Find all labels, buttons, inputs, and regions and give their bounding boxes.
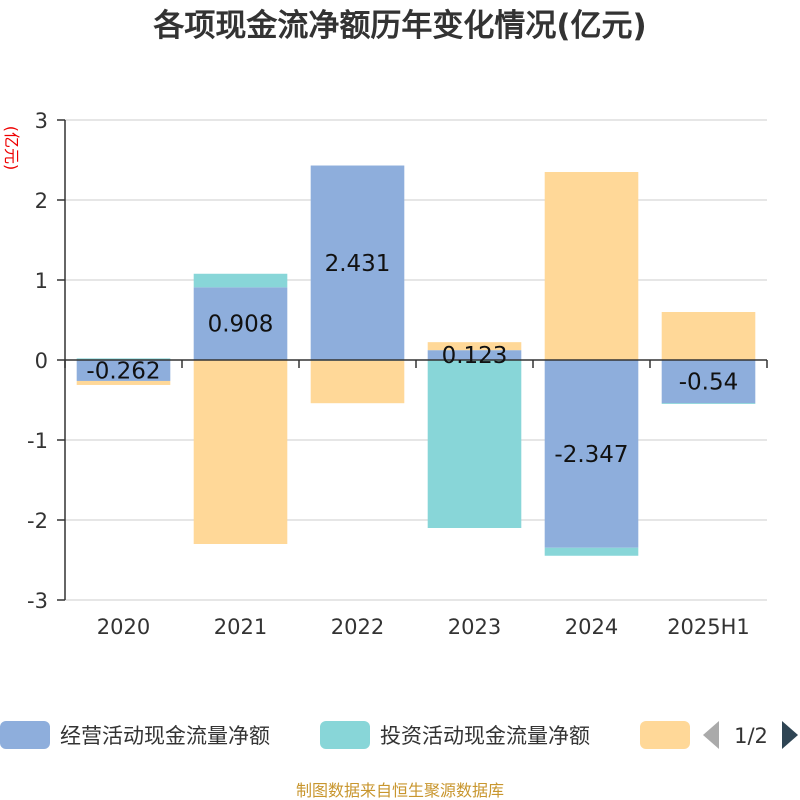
- y-tick-label: 1: [35, 269, 48, 293]
- bar-2025H1-series-3: [661, 312, 756, 360]
- legend-next-icon[interactable]: [782, 721, 798, 749]
- bar-2020-series-1: [76, 360, 171, 381]
- data-labels: -0.262 0.908 2.431 0.123 -2.347 -0.54: [86, 251, 738, 468]
- data-label-2024: -2.347: [554, 442, 628, 468]
- bar-2020-series-2: [76, 358, 171, 360]
- bar-2025H1-series-1: [661, 360, 756, 404]
- x-tick-label: 2021: [214, 615, 267, 639]
- axes: -3 -2 -1 0 1 2 3 2020 2021 2022 2023 2024 2025H1: [27, 109, 768, 639]
- legend-page-indicator: 1/2: [734, 724, 768, 748]
- y-tick-label: 3: [35, 109, 48, 133]
- grid: [65, 119, 767, 601]
- bar-2024-series-3: [544, 172, 639, 360]
- bar-2021-series-1: [193, 287, 288, 360]
- bar-2021-series-2: [193, 273, 288, 288]
- data-label-2025H1: -0.54: [679, 370, 739, 396]
- legend-swatch-3[interactable]: [640, 721, 690, 749]
- bar-2022-series-1: [310, 165, 405, 360]
- data-label-2020: -0.262: [86, 358, 160, 384]
- bar-2023-series-2: [427, 360, 522, 528]
- bar-2024-series-2: [544, 547, 639, 556]
- legend-label-2[interactable]: 投资活动现金流量净额: [380, 724, 590, 748]
- x-tick-label: 2020: [97, 615, 150, 639]
- source-note: 制图数据来自恒生聚源数据库: [296, 781, 504, 800]
- bar-2022-series-3: [310, 360, 405, 404]
- x-tick-label: 2023: [448, 615, 501, 639]
- data-label-2023: 0.123: [442, 343, 508, 369]
- chart-title: 各项现金流净额历年变化情况(亿元): [152, 8, 646, 44]
- bar-2024-series-1: [544, 360, 639, 548]
- bar-2023-series-3: [427, 342, 522, 351]
- bars: [76, 165, 756, 556]
- y-tick-label: 2: [35, 189, 48, 213]
- legend: 经营活动现金流量净额 投资活动现金流量净额 1/2: [0, 721, 798, 749]
- legend-label-1[interactable]: 经营活动现金流量净额: [60, 724, 270, 748]
- y-tick-label: -2: [27, 509, 48, 533]
- data-label-2022: 2.431: [325, 251, 391, 277]
- x-tick-label: 2024: [565, 615, 618, 639]
- data-label-2021: 0.908: [208, 312, 274, 338]
- legend-prev-icon[interactable]: [703, 721, 719, 749]
- y-tick-label: -1: [27, 429, 48, 453]
- y-axis-unit: (亿元): [2, 126, 21, 171]
- y-tick-label: -3: [27, 589, 48, 613]
- bar-2020-series-3: [76, 380, 171, 385]
- x-tick-label: 2025H1: [667, 615, 750, 639]
- x-tick-label: 2022: [331, 615, 384, 639]
- bar-2021-series-3: [193, 360, 288, 544]
- legend-swatch-2[interactable]: [320, 721, 370, 749]
- bar-2025H1-series-2: [661, 403, 756, 404]
- bar-2023-series-1: [427, 350, 522, 360]
- legend-swatch-1[interactable]: [0, 721, 50, 749]
- y-tick-label: 0: [35, 349, 48, 373]
